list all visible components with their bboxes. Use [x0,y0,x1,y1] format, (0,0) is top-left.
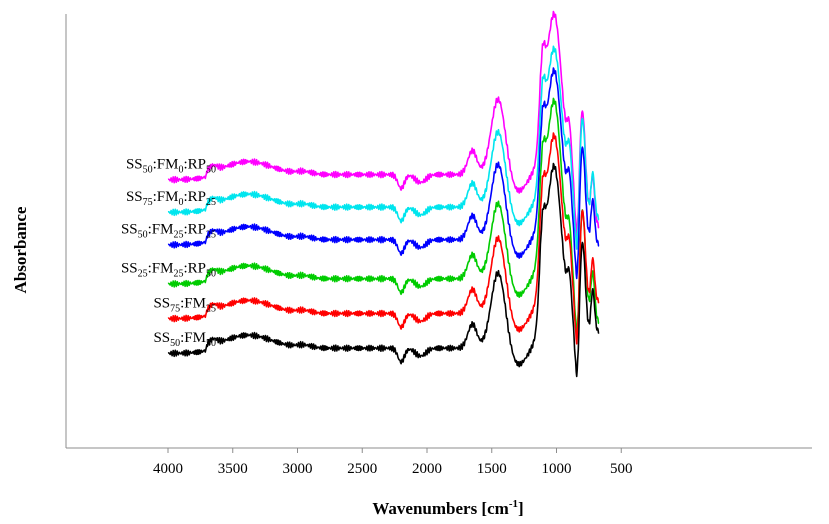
series-label-subscript: 25 [206,230,216,241]
series-label-subscript: 75 [143,197,153,208]
series-label-text: SS [121,261,138,277]
series-label: SS75:FM25 [153,295,216,314]
series-line [167,10,600,237]
x-tick-label: 2000 [412,461,442,477]
x-tick-label: 4000 [153,461,183,477]
x-tick-label: 3500 [218,461,248,477]
x-axis-ticks: 4000 3500 3000 2500 2000 1500 1000 500 [153,448,633,477]
x-axis-title-close: ] [518,499,524,518]
series-label-text: :RP [183,157,206,173]
series-label-text: SS [121,222,138,238]
series-line [167,97,600,337]
series-label-subscript: 0 [178,197,183,208]
x-axis-title-main: Wavenumbers [cm [372,499,508,518]
series-label-text: :RP [183,189,206,205]
series-label-subscript: 25 [206,303,216,314]
series-label-subscript: 25 [173,230,183,241]
series-label-subscript: 25 [173,269,183,280]
x-axis-title-sup: -1 [509,498,518,510]
series-label-text: :FM [148,261,174,277]
series-label-subscript: 50 [206,269,216,280]
series-label-text: SS [153,330,170,346]
series-line [167,67,600,280]
x-axis-title: Wavenumbers [cm-1] [372,498,523,518]
series-label-subscript: 75 [170,303,180,314]
y-axis-title: Absorbance [11,206,30,293]
x-tick-label: 500 [610,461,633,477]
series-label-text: :FM [180,295,206,311]
x-tick-label: 3000 [283,461,313,477]
series-labels: SS50:FM0:RP50SS75:FM0:RP25SS50:FM25:RP25… [121,157,216,350]
series-line [167,45,600,250]
x-tick-label: 1000 [542,461,572,477]
series-label-text: :FM [180,330,206,346]
series-label-text: SS [126,157,143,173]
series-label-subscript: 0 [178,165,183,176]
series-label-text: :FM [153,157,179,173]
series-label: SS75:FM0:RP25 [126,189,216,208]
series-label-subscript: 50 [170,338,180,349]
series-label-subscript: 50 [206,338,216,349]
series-label-subscript: 50 [138,230,148,241]
series-label-text: :RP [183,222,206,238]
series-label-text: :RP [183,261,206,277]
series-label: SS25:FM25:RP50 [121,261,216,280]
spectra [167,10,600,378]
series-label: SS50:FM0:RP50 [126,157,216,176]
series-label-text: :FM [153,189,179,205]
series-label-subscript: 25 [138,269,148,280]
series-label-text: :FM [148,222,174,238]
series-line [167,132,600,345]
series-label-text: SS [153,295,170,311]
series-label: SS50:FM25:RP25 [121,222,216,241]
series-label: SS50:FM50 [153,330,216,349]
series-label-subscript: 25 [206,197,216,208]
series-label-subscript: 50 [143,165,153,176]
series-label-text: SS [126,189,143,205]
x-tick-label: 1500 [477,461,507,477]
series-label-subscript: 50 [206,165,216,176]
series-line [167,162,600,378]
x-tick-label: 2500 [347,461,377,477]
